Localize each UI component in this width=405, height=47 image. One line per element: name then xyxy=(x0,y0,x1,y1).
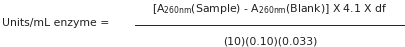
Text: [A$_{\mathregular{260nm}}$(Sample) - A$_{\mathregular{260nm}}$(Blank)] X 4.1 X d: [A$_{\mathregular{260nm}}$(Sample) - A$_… xyxy=(152,2,387,16)
Text: Units/mL enzyme =: Units/mL enzyme = xyxy=(2,18,109,28)
Text: (10)(0.10)(0.033): (10)(0.10)(0.033) xyxy=(222,36,316,46)
